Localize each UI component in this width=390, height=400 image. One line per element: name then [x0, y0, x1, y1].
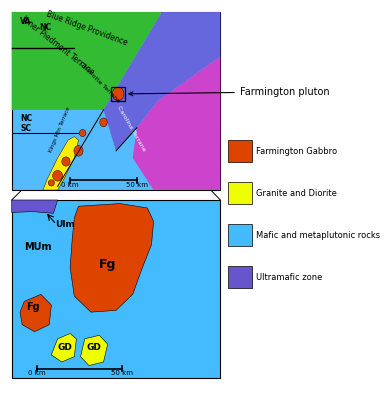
Ellipse shape: [100, 118, 107, 127]
Text: Inner Piedmont Terrane: Inner Piedmont Terrane: [20, 14, 96, 76]
Polygon shape: [81, 335, 108, 366]
Bar: [12, 200, 220, 378]
Ellipse shape: [79, 130, 86, 137]
Ellipse shape: [53, 170, 63, 181]
Polygon shape: [12, 200, 58, 213]
Text: Carolina Terrane: Carolina Terrane: [116, 105, 146, 152]
Bar: [111, 87, 125, 101]
Ellipse shape: [62, 157, 70, 166]
Ellipse shape: [74, 146, 83, 156]
Bar: [12, 12, 220, 190]
Text: Kings Mtn Terrace: Kings Mtn Terrace: [48, 106, 71, 153]
Polygon shape: [103, 12, 220, 151]
Polygon shape: [12, 12, 162, 110]
Bar: [228, 140, 252, 162]
Text: Farmington Gabbro: Farmington Gabbro: [256, 146, 337, 156]
Text: 50 km: 50 km: [111, 370, 133, 376]
Text: NC: NC: [39, 23, 51, 32]
Text: Fg: Fg: [26, 302, 40, 312]
Text: 0 km: 0 km: [61, 182, 79, 188]
Text: Fg: Fg: [99, 258, 117, 271]
Text: Charlotte Terrane: Charlotte Terrane: [78, 61, 121, 104]
Text: Ulm: Ulm: [55, 220, 75, 229]
Text: GD: GD: [58, 344, 73, 352]
Polygon shape: [51, 334, 76, 362]
Text: 50 km: 50 km: [126, 182, 148, 188]
Polygon shape: [43, 136, 78, 190]
Polygon shape: [20, 294, 51, 332]
Polygon shape: [133, 56, 220, 190]
Bar: [228, 224, 252, 246]
Text: Farmington pluton: Farmington pluton: [129, 87, 330, 97]
Text: Granite and Diorite: Granite and Diorite: [256, 188, 337, 198]
Text: SC: SC: [20, 124, 31, 133]
Text: 0 km: 0 km: [28, 370, 46, 376]
Text: Ultramafic zone: Ultramafic zone: [256, 272, 323, 282]
Ellipse shape: [112, 87, 124, 101]
Polygon shape: [70, 204, 154, 312]
Text: Blue Ridge Providence: Blue Ridge Providence: [45, 10, 129, 48]
Bar: [228, 266, 252, 288]
Text: Mafic and metaplutonic rocks: Mafic and metaplutonic rocks: [256, 230, 380, 240]
Text: NC: NC: [20, 114, 32, 122]
Ellipse shape: [48, 180, 55, 186]
Text: VA: VA: [20, 18, 31, 26]
Bar: [228, 182, 252, 204]
Text: MUm: MUm: [24, 242, 52, 252]
Text: GD: GD: [87, 344, 102, 352]
